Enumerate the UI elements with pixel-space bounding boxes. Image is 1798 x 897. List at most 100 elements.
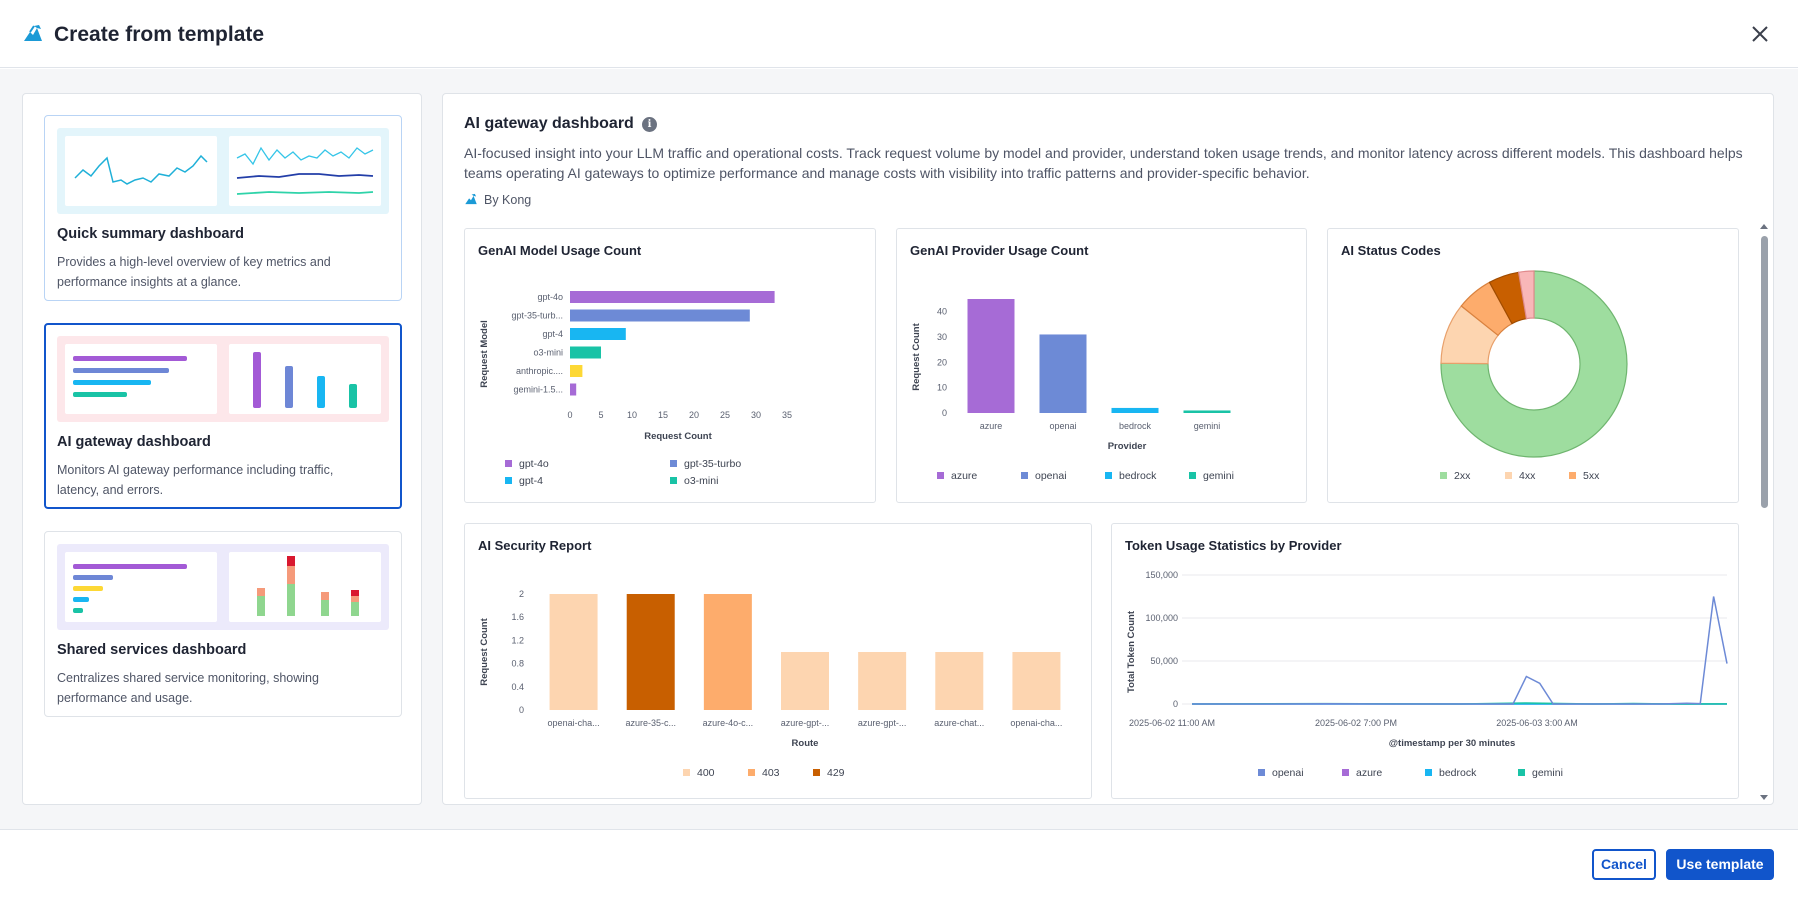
legend-label: 2xx	[1454, 470, 1471, 482]
bar	[1039, 334, 1087, 413]
close-icon[interactable]	[1748, 22, 1772, 46]
legend-label: openai	[1272, 767, 1304, 779]
x-tick-label: 2025-06-02 11:00 AM	[1129, 718, 1215, 728]
scroll-down-icon[interactable]	[1758, 792, 1770, 802]
legend-swatch	[1021, 472, 1028, 479]
template-detail: AI gateway dashboard i AI-focused insigh…	[442, 93, 1774, 805]
legend-item[interactable]: azure	[937, 470, 977, 482]
x-tick-label: 10	[627, 410, 637, 420]
chart-title: GenAI Model Usage Count	[478, 243, 642, 258]
bar	[570, 365, 583, 377]
y-tick-label: 30	[937, 332, 947, 342]
legend-item[interactable]: 429	[813, 767, 845, 779]
legend-label: azure	[1356, 767, 1383, 779]
legend-label: bedrock	[1439, 767, 1477, 779]
x-tick-label: 30	[751, 410, 761, 420]
chart-card-model-usage: GenAI Model Usage Count gpt-4o gpt-35-tur…	[464, 228, 876, 503]
legend-item[interactable]: o3-mini	[670, 475, 718, 487]
x-tick-label: azure-35-c...	[625, 718, 676, 728]
bar	[967, 299, 1015, 413]
x-tick-label: 15	[658, 410, 668, 420]
legend-item[interactable]: bedrock	[1105, 470, 1156, 482]
legend-item[interactable]: 2xx	[1440, 470, 1470, 482]
security-report-chart: 0 0.4 0.8 1.2 1.6 2 openai-cha... azure-35-c...…	[479, 589, 1062, 749]
bar	[858, 652, 907, 710]
legend-swatch	[748, 769, 755, 776]
legend-item[interactable]: gemini	[1189, 470, 1234, 482]
pie-slice	[1440, 270, 1628, 458]
legend-label: azure	[951, 470, 978, 482]
scrollbar-thumb[interactable]	[1761, 236, 1768, 508]
chart-card-provider-usage: GenAI Provider Usage Count 0 10 20 30 40 azur…	[896, 228, 1307, 503]
legend-label: openai	[1035, 470, 1067, 482]
chart-title: GenAI Provider Usage Count	[910, 243, 1089, 258]
x-axis-label: Provider	[1108, 441, 1147, 452]
scrollbar[interactable]	[1758, 222, 1770, 802]
x-tick-label: 2025-06-03 3:00 AM	[1496, 718, 1578, 728]
x-tick-label: azure	[980, 421, 1003, 431]
y-tick-label: 10	[937, 383, 947, 393]
bar	[570, 291, 775, 303]
legend-swatch	[1342, 769, 1349, 776]
use-template-button[interactable]: Use template	[1666, 849, 1774, 880]
x-tick-label: 25	[720, 410, 730, 420]
cancel-button[interactable]: Cancel	[1592, 849, 1656, 880]
legend-swatch	[505, 477, 512, 484]
preview-multi-line-chart	[229, 136, 381, 206]
legend-label: o3-mini	[684, 475, 719, 487]
template-card-ai-gateway[interactable]: AI gateway dashboard Monitors AI gateway…	[44, 323, 402, 509]
legend-item[interactable]: gemini	[1518, 767, 1563, 779]
x-tick-label: azure-4o-c...	[703, 718, 754, 728]
bar	[626, 594, 675, 710]
legend-item[interactable]: openai	[1258, 767, 1304, 779]
kong-logo-icon	[24, 25, 42, 41]
template-card-quick-summary[interactable]: Quick summary dashboard Provides a high-…	[44, 115, 402, 301]
x-tick-label: azure-gpt-...	[858, 718, 907, 728]
legend-item[interactable]: 4xx	[1505, 470, 1535, 482]
legend-label: 429	[827, 767, 845, 779]
y-tick-label: 0	[519, 705, 524, 715]
y-tick-label: o3-mini	[533, 348, 563, 358]
legend-item[interactable]: 400	[683, 767, 715, 779]
series-line	[1192, 596, 1728, 705]
template-list: Quick summary dashboard Provides a high-…	[22, 93, 422, 805]
scroll-up-icon[interactable]	[1758, 222, 1770, 232]
legend-label: gpt-4	[519, 475, 543, 487]
legend-swatch	[1505, 472, 1512, 479]
legend-item[interactable]: bedrock	[1425, 767, 1476, 779]
legend-item[interactable]: openai	[1021, 470, 1067, 482]
template-description: Provides a high-level overview of key me…	[57, 255, 331, 289]
x-tick-label: bedrock	[1119, 421, 1152, 431]
x-tick-label: openai-cha...	[1010, 718, 1062, 728]
legend-swatch	[1189, 472, 1196, 479]
bar	[549, 594, 598, 710]
preview-line-chart	[65, 136, 217, 206]
legend-item[interactable]: 5xx	[1569, 470, 1599, 482]
x-axis-label: @timestamp per 30 minutes	[1389, 738, 1515, 749]
bar	[935, 652, 984, 710]
legend-swatch	[683, 769, 690, 776]
template-description: Monitors AI gateway performance includin…	[57, 463, 334, 497]
template-card-shared-services[interactable]: Shared services dashboard Centralizes sh…	[44, 531, 402, 717]
template-name: Quick summary dashboard	[57, 226, 244, 242]
legend-item[interactable]: azure	[1342, 767, 1382, 779]
bar	[570, 328, 626, 340]
legend-item[interactable]: gpt-35-turbo	[670, 458, 741, 470]
y-tick-label: 20	[937, 357, 947, 367]
dialog-footer: Cancel Use template	[0, 829, 1798, 897]
y-tick-label: gemini-1.5...	[513, 385, 563, 395]
y-axis-label: Request Count	[911, 322, 922, 390]
legend-item[interactable]: 403	[748, 767, 780, 779]
legend-item[interactable]: gpt-4o	[505, 458, 549, 470]
legend-swatch	[505, 460, 512, 467]
info-icon[interactable]: i	[642, 117, 657, 132]
legend-label: gpt-35-turbo	[684, 458, 742, 470]
legend-label: gemini	[1532, 767, 1563, 779]
detail-title: AI gateway dashboard	[464, 115, 634, 132]
x-tick-label: openai	[1049, 421, 1076, 431]
y-tick-label: 40	[937, 307, 947, 317]
bar	[570, 346, 601, 359]
bar	[570, 309, 750, 322]
legend-label: 400	[697, 767, 715, 779]
legend-item[interactable]: gpt-4	[505, 475, 543, 487]
